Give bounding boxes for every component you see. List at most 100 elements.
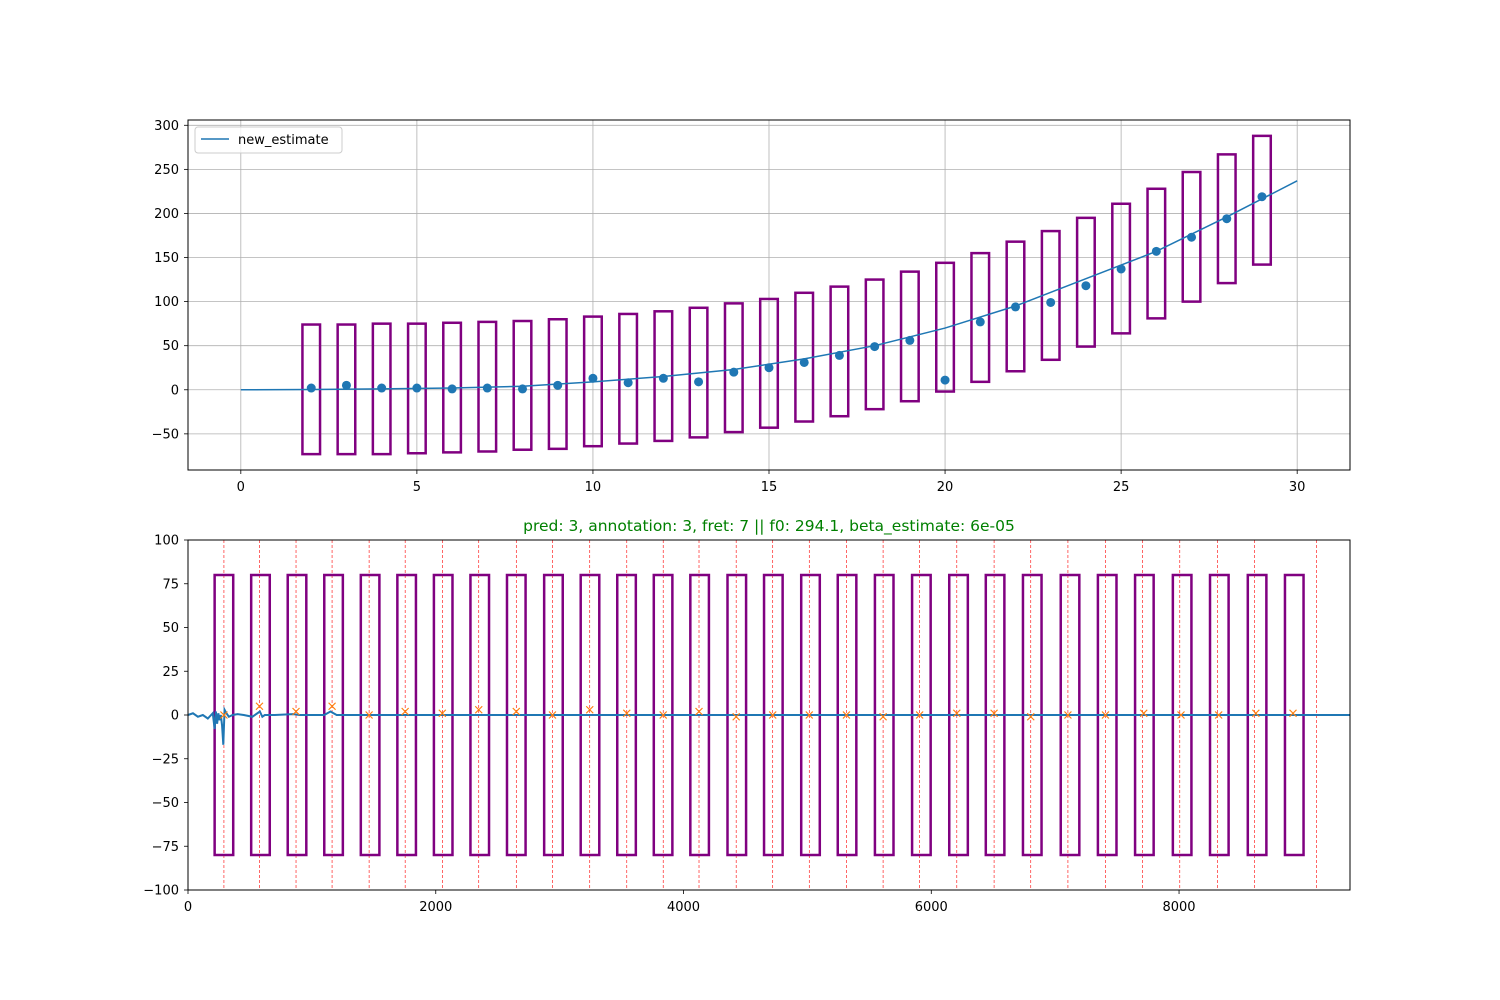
chart-1-y-tick-label: −25 bbox=[152, 752, 179, 767]
box-15 bbox=[829, 285, 850, 418]
box-26 bbox=[1216, 153, 1237, 285]
peak-marker-stroke bbox=[768, 711, 777, 719]
top-chart: 0 5 10 15 20 25 30 −50 0 50 100 150 200 250 300 new_es… bbox=[152, 119, 1351, 495]
peak-marker-18 bbox=[879, 712, 888, 721]
box-16 bbox=[864, 278, 885, 411]
chart-0-y-tick-label: −50 bbox=[152, 427, 179, 442]
peak-marker-stroke bbox=[255, 702, 264, 711]
peak-marker-stroke bbox=[401, 707, 410, 716]
chart-1-x-tick-label: 0 bbox=[184, 900, 192, 915]
box-19 bbox=[970, 251, 991, 384]
peak-marker-17 bbox=[842, 711, 851, 719]
data-point-4 bbox=[447, 384, 457, 394]
peak-marker-stroke bbox=[805, 711, 814, 719]
data-point-25 bbox=[1187, 232, 1197, 242]
chart-0-y-tick-label: 250 bbox=[154, 163, 179, 178]
peak-marker-4 bbox=[365, 711, 374, 719]
peak-marker-stroke bbox=[952, 709, 961, 718]
peak-marker-20 bbox=[952, 709, 961, 718]
data-point-6 bbox=[518, 384, 528, 394]
peak-marker-stroke bbox=[512, 707, 521, 716]
data-point-17 bbox=[905, 335, 915, 345]
chart-1-y-tick-label: 0 bbox=[171, 709, 179, 724]
peak-marker-27 bbox=[1214, 711, 1223, 719]
chart-0-y-tick-label: 0 bbox=[171, 383, 179, 398]
chart-0-x-tick-label: 15 bbox=[761, 480, 778, 495]
data-point-5 bbox=[482, 383, 492, 393]
data-point-20 bbox=[1010, 302, 1020, 312]
peak-marker-stroke bbox=[879, 712, 888, 721]
peak-marker-14 bbox=[732, 712, 741, 721]
box-27 bbox=[1251, 134, 1273, 266]
chart-1-x-tick-label: 2000 bbox=[419, 900, 452, 915]
peak-marker-7 bbox=[474, 705, 483, 714]
bottom-chart-title: pred: 3, annotation: 3, fret: 7 || f0: 2… bbox=[523, 517, 1015, 536]
data-point-13 bbox=[764, 363, 774, 373]
data-point-8 bbox=[588, 373, 598, 383]
chart-0-y-tick-label: 150 bbox=[154, 251, 179, 266]
peak-marker-stroke bbox=[622, 709, 631, 718]
top-chart-series bbox=[240, 180, 1298, 394]
peak-marker-stroke bbox=[1139, 709, 1148, 718]
peak-marker-15 bbox=[768, 711, 777, 719]
data-point-26 bbox=[1222, 214, 1232, 224]
data-point-10 bbox=[658, 373, 668, 383]
bottom-chart: pred: 3, annotation: 3, fret: 7 || f0: 2… bbox=[143, 517, 1351, 915]
chart-1-y-tick-label: −75 bbox=[152, 840, 179, 855]
data-point-16 bbox=[870, 342, 880, 352]
chart-1-y-tick-label: 100 bbox=[154, 534, 179, 549]
peak-marker-stroke bbox=[1063, 711, 1072, 719]
chart-0-x-tick-label: 20 bbox=[937, 480, 954, 495]
data-point-12 bbox=[729, 367, 739, 377]
data-point-21 bbox=[1046, 297, 1056, 307]
peak-marker-25 bbox=[1139, 709, 1148, 718]
data-point-19 bbox=[975, 317, 985, 327]
legend-label: new_estimate bbox=[238, 133, 329, 148]
peak-marker-stroke bbox=[695, 707, 703, 716]
peak-marker-3 bbox=[328, 702, 336, 711]
peak-marker-stroke bbox=[328, 702, 336, 711]
data-point-27 bbox=[1257, 192, 1267, 202]
peak-marker-12 bbox=[659, 711, 668, 719]
data-point-11 bbox=[694, 377, 704, 387]
box-17 bbox=[899, 270, 920, 403]
data-point-2 bbox=[377, 383, 387, 393]
peak-marker-stroke bbox=[659, 711, 668, 719]
data-point-1 bbox=[341, 380, 351, 390]
data-point-9 bbox=[623, 378, 633, 388]
peak-marker-stroke bbox=[990, 709, 999, 718]
peak-marker-stroke bbox=[1214, 711, 1223, 719]
chart-0-x-tick-label: 5 bbox=[413, 480, 421, 495]
legend-box bbox=[194, 126, 343, 154]
peak-marker-5 bbox=[401, 707, 410, 716]
peak-marker-11 bbox=[622, 709, 631, 718]
chart-0-y-tick-label: 50 bbox=[162, 339, 179, 354]
chart-0-y-tick-label: 100 bbox=[154, 295, 179, 310]
peak-marker-24 bbox=[1101, 711, 1110, 719]
peak-marker-stroke bbox=[1177, 711, 1185, 719]
peak-marker-21 bbox=[990, 709, 999, 718]
data-point-24 bbox=[1151, 246, 1161, 256]
chart-0-x-tick-label: 30 bbox=[1289, 480, 1306, 495]
peak-marker-0 bbox=[220, 711, 228, 719]
data-point-7 bbox=[553, 380, 563, 390]
chart-1-y-tick-label: 50 bbox=[162, 621, 179, 636]
box-18 bbox=[935, 261, 956, 393]
bottom-chart-series bbox=[187, 702, 1350, 745]
peak-marker-stroke bbox=[1289, 709, 1297, 718]
peak-marker-6 bbox=[438, 709, 447, 718]
data-point-15 bbox=[834, 350, 844, 360]
data-point-23 bbox=[1116, 264, 1126, 274]
peak-marker-stroke bbox=[548, 711, 557, 719]
box-20 bbox=[1005, 240, 1026, 373]
peak-marker-9 bbox=[548, 711, 557, 719]
peak-marker-stroke bbox=[220, 711, 228, 719]
top-chart-ticks: 0 5 10 15 20 25 30 −50 0 50 100 150 200 250 300 bbox=[152, 119, 1306, 495]
chart-0-y-tick-label: 300 bbox=[154, 119, 179, 134]
peak-marker-stroke bbox=[1026, 712, 1035, 721]
peak-marker-22 bbox=[1026, 712, 1035, 721]
data-point-14 bbox=[799, 357, 809, 367]
peak-marker-stroke bbox=[365, 711, 374, 719]
data-point-0 bbox=[306, 383, 316, 393]
